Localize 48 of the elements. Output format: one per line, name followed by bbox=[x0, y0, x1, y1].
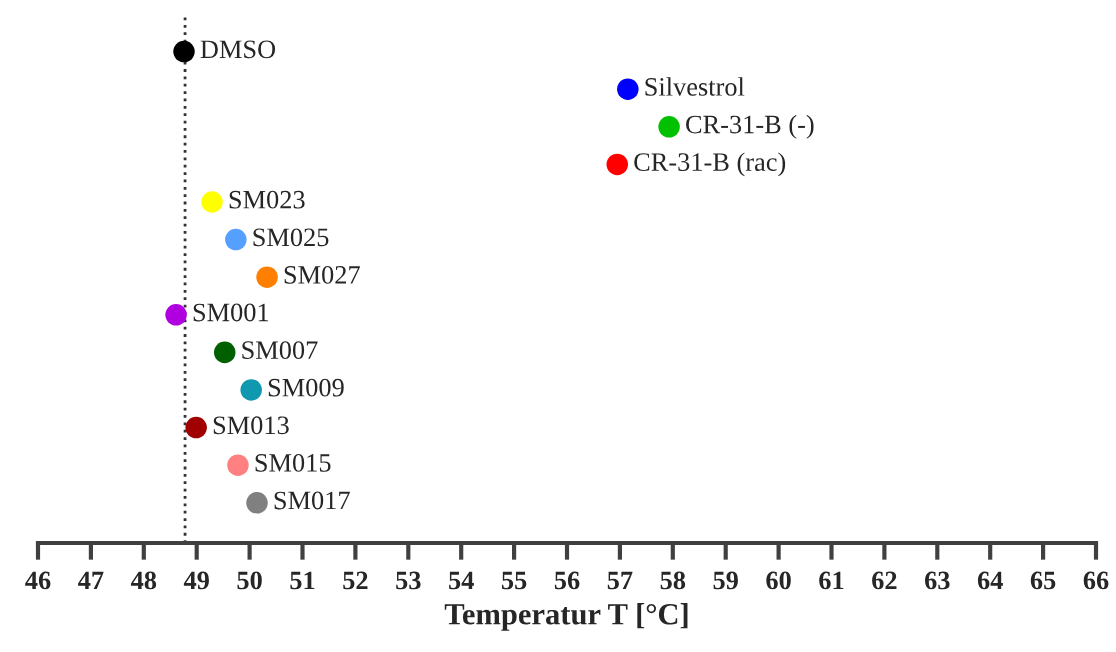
y-tick-label: CR-31-B (-) bbox=[686, 114, 814, 139]
x-tick-label: 47 bbox=[78, 571, 104, 590]
x-tick-label: 57 bbox=[607, 571, 633, 590]
y-tick-label: Silvestrol bbox=[645, 77, 745, 96]
x-tick-label: 61 bbox=[819, 571, 844, 590]
x-tick-label: 62 bbox=[872, 571, 897, 590]
y-tick-label: SM015 bbox=[255, 453, 331, 472]
y-tick-label: SM027 bbox=[284, 265, 360, 284]
y-tick-label: SM023 bbox=[229, 190, 305, 209]
x-tick-label: 49 bbox=[183, 571, 209, 590]
point bbox=[173, 40, 195, 63]
x-tick-label: 60 bbox=[766, 571, 791, 590]
point bbox=[213, 341, 236, 364]
point bbox=[201, 191, 223, 213]
x-tick-label: 55 bbox=[501, 571, 527, 590]
x-tick-label: 65 bbox=[1030, 571, 1056, 590]
x-tick-label: 63 bbox=[925, 571, 950, 590]
x-tick-label: 66 bbox=[1083, 571, 1109, 590]
x-tick-label: 56 bbox=[554, 571, 580, 590]
x-tick-label: 54 bbox=[449, 571, 474, 590]
y-tick-label: SM001 bbox=[193, 303, 269, 322]
y-tick-label: SM017 bbox=[274, 491, 350, 510]
point bbox=[227, 454, 249, 476]
x-axis-title: Temperatur T [°C] bbox=[444, 603, 688, 631]
point bbox=[256, 266, 278, 288]
x-tick-label: 64 bbox=[977, 571, 1003, 590]
y-tick-label: SM009 bbox=[268, 378, 344, 397]
point bbox=[246, 492, 268, 514]
x-tick-label: 52 bbox=[343, 571, 368, 590]
x-tick-label: 53 bbox=[396, 571, 421, 590]
x-tick-label: 51 bbox=[290, 571, 315, 590]
point bbox=[606, 153, 629, 176]
x-tick-label: 59 bbox=[713, 571, 738, 590]
point bbox=[240, 379, 262, 401]
y-tick-label: DMSO bbox=[200, 40, 276, 59]
y-tick-label: SM013 bbox=[213, 416, 289, 435]
x-tick-label: 58 bbox=[660, 571, 686, 590]
y-tick-label: SM007 bbox=[242, 341, 318, 359]
point bbox=[185, 416, 207, 439]
point bbox=[165, 304, 187, 326]
point bbox=[617, 78, 639, 100]
x-tick-label: 48 bbox=[130, 571, 157, 590]
y-tick-label: CR-31-B (rac) bbox=[634, 152, 786, 177]
x-tick-label: 46 bbox=[25, 571, 51, 590]
x-tick-label: 50 bbox=[237, 571, 262, 590]
y-tick-label: SM025 bbox=[253, 228, 329, 247]
point bbox=[225, 228, 247, 251]
point bbox=[658, 116, 680, 138]
